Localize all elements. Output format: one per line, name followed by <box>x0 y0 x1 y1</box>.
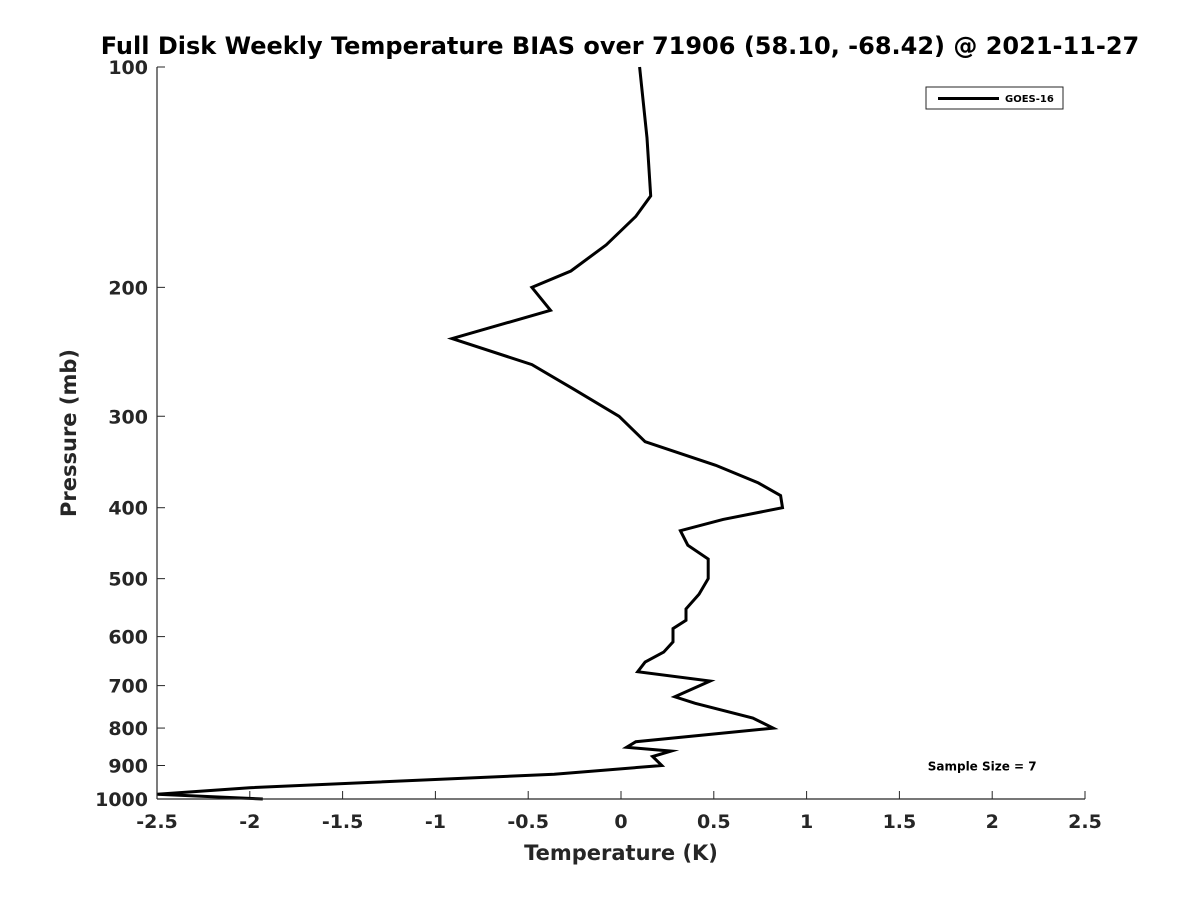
x-axis-label: Temperature (K) <box>524 841 718 865</box>
y-axis-ticks: 100 200 300 400 500 600 700 800 900 1000 <box>95 57 165 811</box>
chart-title: Full Disk Weekly Temperature BIAS over 7… <box>101 32 1140 60</box>
y-tick-label: 200 <box>108 277 148 299</box>
x-tick-label: 1.5 <box>883 811 917 833</box>
y-tick-label: 300 <box>108 406 148 428</box>
x-tick-label: -1.5 <box>322 811 364 833</box>
legend: GOES-16 <box>925 86 1064 110</box>
y-tick-label: 400 <box>108 498 148 520</box>
series-layer <box>156 66 785 801</box>
y-tick-label: 600 <box>108 627 148 649</box>
y-tick-label: 900 <box>108 756 148 778</box>
x-axis-ticks: -2.5 -2 -1.5 -1 -0.5 0 0.5 1 1.5 2 2.5 <box>136 791 1102 833</box>
y-tick-label: 1000 <box>95 789 148 811</box>
plot-area <box>157 67 1085 799</box>
x-tick-label: 2 <box>986 811 999 833</box>
y-tick-label: 100 <box>108 57 148 79</box>
y-tick-label: 500 <box>108 569 148 591</box>
sample-size-annotation: Sample Size = 7 <box>928 760 1037 774</box>
x-tick-label: -2.5 <box>136 811 178 833</box>
x-tick-label: -1 <box>425 811 446 833</box>
y-axis-label: Pressure (mb) <box>57 349 81 517</box>
x-tick-label: -0.5 <box>507 811 549 833</box>
x-tick-label: 0.5 <box>697 811 731 833</box>
x-tick-label: -2 <box>239 811 260 833</box>
x-tick-label: 1 <box>800 811 813 833</box>
series-line-goes-16 <box>156 66 785 801</box>
x-tick-label: 2.5 <box>1068 811 1102 833</box>
legend-label-goes-16: GOES-16 <box>1005 94 1054 105</box>
y-tick-label: 800 <box>108 718 148 740</box>
y-tick-label: 700 <box>108 676 148 698</box>
x-tick-label: 0 <box>614 811 627 833</box>
